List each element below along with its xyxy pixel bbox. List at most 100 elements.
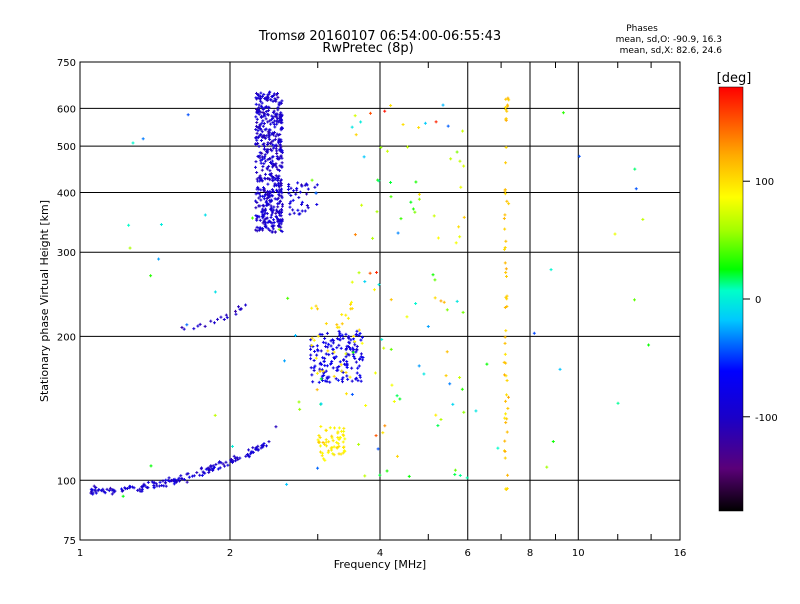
data-point xyxy=(551,440,555,444)
data-point xyxy=(382,346,386,350)
data-point xyxy=(319,450,323,454)
data-point xyxy=(186,472,190,476)
data-point xyxy=(360,341,364,345)
data-point xyxy=(324,444,328,448)
data-point xyxy=(344,363,348,367)
data-point xyxy=(356,366,360,370)
data-point xyxy=(259,198,263,202)
data-point xyxy=(321,356,325,360)
data-point xyxy=(279,117,283,121)
data-point xyxy=(186,113,190,117)
data-point xyxy=(138,487,142,491)
data-point xyxy=(335,369,339,373)
data-point xyxy=(342,358,346,362)
data-point xyxy=(309,338,313,342)
data-point xyxy=(261,107,265,111)
data-point xyxy=(199,467,203,471)
data-point xyxy=(226,463,230,467)
data-point xyxy=(261,445,265,449)
data-point xyxy=(298,190,302,194)
data-point xyxy=(459,185,463,189)
data-point xyxy=(315,307,319,311)
data-point xyxy=(315,388,319,392)
data-point xyxy=(647,343,651,347)
data-point xyxy=(417,192,421,196)
data-point xyxy=(577,154,581,158)
data-point xyxy=(345,360,349,364)
data-point xyxy=(270,199,274,203)
data-point xyxy=(255,120,259,124)
data-point xyxy=(259,446,263,450)
data-point xyxy=(149,274,153,278)
data-point xyxy=(269,204,273,208)
x-tick-label: 6 xyxy=(465,548,471,559)
data-point xyxy=(496,446,500,450)
data-point xyxy=(266,193,270,197)
data-point xyxy=(278,179,282,183)
data-point xyxy=(271,179,275,183)
data-point xyxy=(257,112,261,116)
data-point xyxy=(262,208,266,212)
data-point xyxy=(265,203,269,207)
data-point xyxy=(327,342,331,346)
data-point xyxy=(337,426,341,430)
data-point xyxy=(341,440,345,444)
data-point xyxy=(505,304,509,308)
data-point xyxy=(282,359,286,363)
data-point xyxy=(257,204,261,208)
y-tick-label: 600 xyxy=(57,104,76,115)
data-point xyxy=(360,335,364,339)
data-point xyxy=(359,379,363,383)
data-point xyxy=(176,478,180,482)
data-point xyxy=(254,142,258,146)
data-point xyxy=(350,125,354,129)
data-point xyxy=(506,96,510,100)
data-point xyxy=(257,103,261,107)
data-point xyxy=(340,369,344,373)
data-point xyxy=(234,312,238,316)
data-point xyxy=(383,109,387,113)
data-point xyxy=(167,476,171,480)
data-point xyxy=(356,379,360,383)
data-point xyxy=(300,209,304,213)
data-point xyxy=(273,230,277,234)
data-point xyxy=(504,399,508,403)
data-point xyxy=(105,487,109,491)
data-point xyxy=(113,489,117,493)
y-tick-label: 75 xyxy=(63,536,76,547)
data-point xyxy=(353,343,357,347)
data-point xyxy=(272,184,276,188)
data-point xyxy=(442,300,446,304)
colorbar-tick-label: 0 xyxy=(755,295,761,306)
data-point xyxy=(460,387,464,391)
data-point xyxy=(260,101,264,105)
data-point xyxy=(271,110,275,114)
data-point xyxy=(277,185,281,189)
data-point xyxy=(273,197,277,201)
data-point xyxy=(340,377,344,381)
data-point xyxy=(200,473,204,477)
data-point xyxy=(413,210,417,214)
data-point xyxy=(211,466,215,470)
data-point xyxy=(146,480,150,484)
data-point xyxy=(268,190,272,194)
data-point xyxy=(266,130,270,134)
data-point xyxy=(375,210,379,214)
data-point xyxy=(260,168,264,172)
data-point xyxy=(405,315,409,319)
data-point xyxy=(277,174,281,178)
data-point xyxy=(449,157,453,161)
phases-stat-o: mean, sd,O: -90.9, 16.3 xyxy=(616,35,722,45)
data-point xyxy=(136,488,140,492)
data-point xyxy=(198,473,202,477)
data-point xyxy=(255,187,259,191)
data-point xyxy=(280,161,284,165)
data-point xyxy=(358,331,362,335)
data-point xyxy=(340,429,344,433)
data-point xyxy=(326,451,330,455)
data-point xyxy=(132,486,136,490)
data-point xyxy=(349,300,353,304)
colorbar-label: [deg] xyxy=(717,71,752,86)
data-point xyxy=(131,141,135,145)
data-point xyxy=(409,200,413,204)
